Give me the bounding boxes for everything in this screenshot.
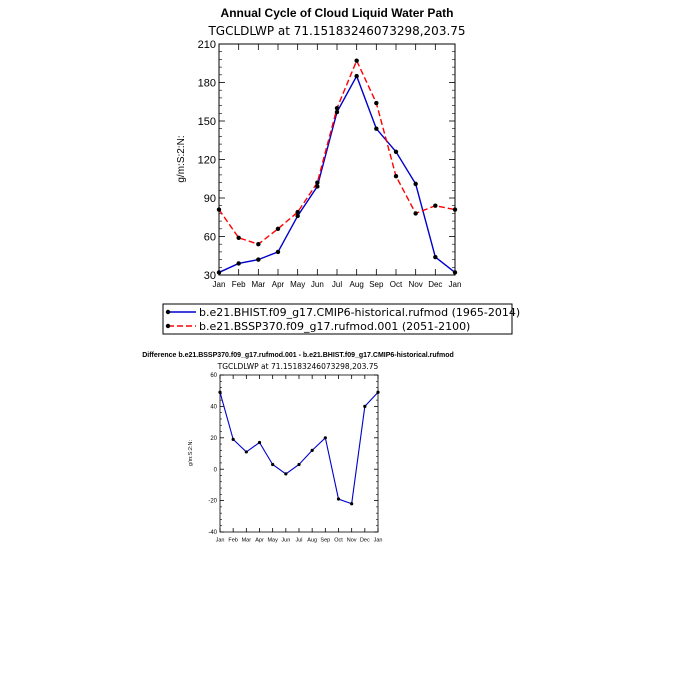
x-tick-label: Jan	[213, 280, 226, 289]
y-tick-label: 210	[198, 39, 216, 51]
chart1-subtitle: TGCLDLWP at 71.15183246073298,203.75	[207, 24, 465, 38]
legend-box	[162, 303, 513, 335]
x-tick-label: Apr	[272, 280, 285, 289]
data-point-series-0	[334, 109, 340, 115]
data-point-series-1	[334, 105, 340, 111]
x-tick-label: Feb	[228, 538, 237, 544]
x-tick-label: Jan	[216, 538, 225, 544]
y-tick-label: 0	[214, 467, 218, 473]
data-point-series-1	[275, 226, 281, 231]
y-tick-label: -40	[208, 530, 217, 536]
data-point-series-0	[236, 261, 241, 266]
y-tick-label: 150	[198, 116, 216, 128]
x-tick-label: Aug	[350, 280, 364, 289]
chart1-ylabel: g/m:S:2:N:	[176, 135, 187, 182]
data-point-series-1	[354, 58, 359, 63]
x-tick-label: Sep	[320, 538, 330, 544]
x-tick-label: Jul	[332, 280, 342, 289]
y-tick-label: 20	[210, 436, 217, 442]
data-point-series-0	[354, 73, 359, 79]
y-tick-label: 90	[204, 193, 216, 205]
data-point-series-1	[393, 173, 399, 179]
x-tick-label: Nov	[409, 280, 423, 289]
data-point-series-0	[244, 450, 248, 454]
data-point-series-0	[310, 448, 314, 452]
x-tick-label: Mar	[251, 280, 265, 289]
data-point-series-0	[257, 440, 262, 445]
x-tick-label: Dec	[360, 538, 370, 544]
data-point-series-0	[295, 213, 300, 219]
data-point-series-1	[433, 203, 438, 208]
data-point-series-0	[413, 181, 418, 187]
y-tick-label: 180	[198, 77, 216, 89]
x-tick-label: May	[290, 280, 305, 289]
legend-label-ssp370: b.e21.BSSP370.f09_g17.rufmod.001 (2051-2…	[199, 320, 470, 333]
data-point-series-0	[271, 462, 275, 467]
data-point-series-0	[363, 404, 367, 408]
x-tick-label: Jun	[311, 280, 324, 289]
data-point-series-0	[374, 126, 379, 131]
data-point-series-1	[413, 211, 418, 216]
legend-label-historical: b.e21.BHIST.f09_g17.CMIP6-historical.ruf…	[199, 306, 520, 319]
annual-cycle-chart: Annual Cycle of Cloud Liquid Water Path …	[162, 6, 520, 335]
x-tick-label: Sep	[369, 280, 384, 289]
x-tick-label: Mar	[242, 538, 252, 544]
legend-marker-historical	[165, 309, 171, 315]
data-point-series-0	[297, 462, 301, 467]
data-point-series-0	[315, 184, 320, 189]
x-tick-label: May	[267, 538, 278, 544]
x-tick-label: Dec	[428, 280, 442, 289]
y-tick-label: 30	[204, 270, 216, 282]
x-tick-label: Aug	[307, 538, 317, 544]
data-point-series-1	[216, 207, 222, 212]
x-tick-label: Jul	[295, 538, 302, 544]
data-point-series-1	[452, 207, 458, 212]
data-point-series-0	[284, 472, 288, 476]
x-tick-label: Nov	[347, 538, 357, 544]
x-tick-label: Oct	[390, 280, 403, 289]
x-tick-label: Jun	[281, 538, 290, 544]
y-tick-label: 60	[204, 231, 216, 243]
data-point-series-0	[218, 390, 222, 394]
data-point-series-0	[216, 270, 222, 275]
chart2-title: Difference b.e21.BSSP370.f09_g17.rufmod.…	[142, 352, 454, 359]
data-point-series-1	[374, 100, 379, 106]
data-point-series-1	[236, 235, 241, 240]
difference-chart: Difference b.e21.BSSP370.f09_g17.rufmod.…	[142, 352, 454, 544]
data-point-series-0	[452, 270, 458, 275]
y-tick-label: -20	[208, 499, 217, 505]
data-point-series-0	[256, 257, 261, 262]
x-tick-label: Oct	[334, 538, 343, 544]
chart2-plot-frame	[219, 374, 379, 533]
x-tick-label: Apr	[255, 538, 264, 544]
series-line-1	[218, 58, 456, 245]
y-tick-label: 120	[198, 154, 216, 166]
x-tick-label: Jan	[374, 538, 383, 544]
data-point-series-0	[376, 390, 380, 394]
data-point-series-0	[231, 437, 235, 441]
y-tick-label: 60	[210, 373, 217, 379]
data-point-series-0	[393, 149, 399, 154]
chart2-subtitle: TGCLDLWP at 71.15183246073298,203.75	[217, 362, 379, 371]
chart2-ylabel: g/m:S:2:N:	[188, 440, 194, 466]
data-point-series-1	[315, 180, 320, 185]
y-tick-label: 40	[210, 405, 217, 411]
data-point-series-0	[433, 254, 438, 260]
data-point-series-1	[295, 209, 300, 215]
data-point-series-0	[275, 249, 281, 255]
chart1-legend: b.e21.BHIST.f09_g17.CMIP6-historical.ruf…	[162, 303, 520, 335]
legend-marker-ssp370	[165, 323, 171, 329]
x-tick-label: Jan	[449, 280, 462, 289]
x-tick-label: Feb	[232, 280, 246, 289]
data-point-series-0	[336, 497, 341, 501]
data-point-series-0	[323, 436, 327, 440]
data-point-series-1	[256, 242, 261, 247]
chart1-plot-frame	[218, 43, 456, 276]
series-line-0	[219, 391, 379, 505]
chart1-title: Annual Cycle of Cloud Liquid Water Path	[221, 6, 454, 20]
data-point-series-0	[350, 502, 354, 506]
